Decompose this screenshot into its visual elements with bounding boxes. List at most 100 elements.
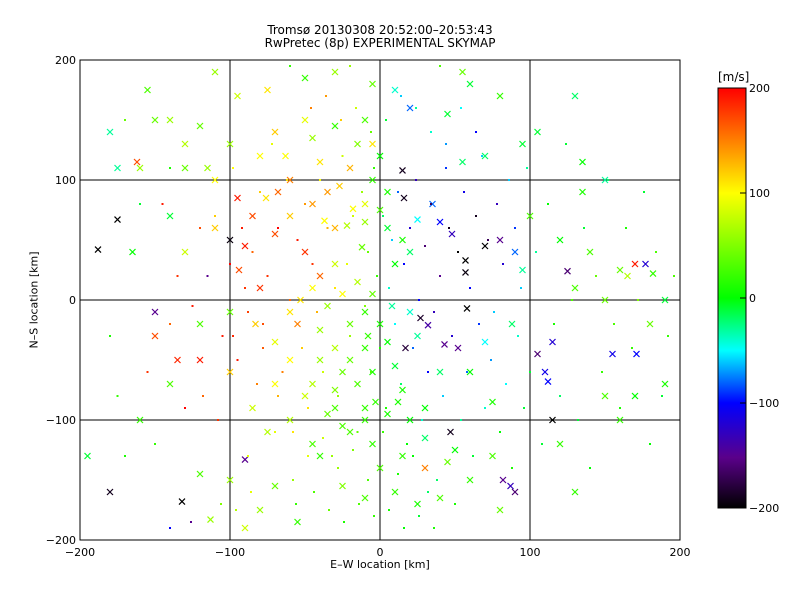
dot-marker bbox=[241, 227, 243, 229]
cross-marker-stroke bbox=[133, 158, 141, 166]
dot-marker bbox=[236, 359, 239, 361]
dot-marker bbox=[304, 203, 306, 205]
cross-marker-stroke bbox=[136, 164, 144, 172]
cross-marker bbox=[226, 476, 234, 484]
cross-marker-stroke bbox=[511, 248, 519, 256]
dot-marker bbox=[316, 311, 318, 313]
cross-marker-stroke bbox=[436, 218, 444, 226]
cross-marker-stroke bbox=[282, 152, 289, 160]
dot-marker bbox=[146, 371, 149, 373]
cross-marker bbox=[463, 304, 471, 312]
dot-marker bbox=[331, 455, 333, 457]
cross-marker-stroke bbox=[178, 498, 186, 506]
dot-marker bbox=[448, 227, 450, 229]
dot-marker bbox=[502, 263, 504, 265]
cross-marker bbox=[331, 386, 339, 394]
cross-marker bbox=[361, 116, 369, 124]
cross-marker bbox=[481, 152, 489, 160]
cross-marker-stroke bbox=[541, 368, 549, 376]
dot-marker bbox=[487, 239, 489, 241]
cross-marker bbox=[601, 392, 609, 400]
cross-marker-stroke bbox=[564, 267, 571, 275]
cross-marker-stroke bbox=[301, 248, 309, 256]
cross-marker-stroke bbox=[400, 194, 408, 202]
cross-marker-stroke bbox=[649, 270, 657, 278]
cross-marker-stroke bbox=[166, 212, 174, 220]
cross-marker bbox=[136, 416, 144, 424]
cross-marker bbox=[384, 410, 391, 418]
cross-marker-stroke bbox=[256, 506, 264, 514]
cross-marker bbox=[339, 368, 346, 376]
cross-marker bbox=[94, 246, 102, 254]
dot-marker bbox=[496, 203, 498, 205]
cross-marker bbox=[349, 205, 357, 213]
dot-marker bbox=[433, 311, 435, 313]
cross-marker bbox=[489, 398, 496, 406]
cross-marker bbox=[151, 116, 159, 124]
cross-marker bbox=[451, 446, 459, 454]
cross-marker bbox=[364, 332, 372, 340]
dot-marker bbox=[376, 275, 378, 277]
cross-marker bbox=[616, 266, 624, 274]
cross-marker bbox=[534, 350, 541, 358]
cross-marker-stroke bbox=[376, 464, 384, 472]
cross-marker-stroke bbox=[346, 164, 354, 172]
cross-marker-stroke bbox=[369, 290, 376, 298]
cross-marker bbox=[361, 308, 369, 316]
cross-marker bbox=[331, 68, 339, 76]
cross-marker bbox=[309, 134, 316, 142]
cross-marker-stroke bbox=[489, 452, 496, 460]
cross-marker-stroke bbox=[331, 386, 339, 394]
dot-marker bbox=[388, 287, 390, 289]
dot-marker bbox=[361, 191, 363, 193]
dot-marker bbox=[296, 239, 299, 241]
dot-marker bbox=[511, 467, 513, 469]
dot-marker bbox=[262, 323, 264, 325]
cross-marker-stroke bbox=[369, 80, 376, 88]
dot-marker bbox=[161, 203, 164, 205]
cross-marker-stroke bbox=[601, 296, 609, 304]
cross-marker-stroke bbox=[391, 362, 399, 370]
cross-marker bbox=[301, 116, 309, 124]
dot-marker bbox=[475, 215, 477, 217]
cross-marker bbox=[361, 494, 369, 502]
cross-marker-stroke bbox=[391, 86, 399, 94]
dot-marker bbox=[358, 503, 360, 505]
cross-marker-stroke bbox=[508, 320, 516, 328]
dot-marker bbox=[508, 179, 510, 181]
cross-marker-stroke bbox=[354, 140, 361, 148]
cross-marker bbox=[84, 452, 91, 460]
cross-marker bbox=[549, 416, 556, 424]
cross-marker-stroke bbox=[309, 440, 316, 448]
dot-marker bbox=[346, 263, 348, 265]
dot-marker bbox=[206, 275, 209, 277]
dot-marker bbox=[673, 275, 675, 277]
cross-marker-stroke bbox=[399, 236, 406, 244]
cross-marker bbox=[151, 332, 159, 340]
cross-marker-stroke bbox=[661, 296, 669, 304]
cross-marker-stroke bbox=[286, 416, 294, 424]
cross-marker-stroke bbox=[234, 92, 241, 100]
cross-marker bbox=[466, 368, 474, 376]
cross-marker bbox=[196, 122, 204, 130]
dot-marker bbox=[553, 323, 555, 325]
dot-marker bbox=[619, 407, 621, 409]
cross-marker bbox=[235, 266, 243, 274]
cross-marker bbox=[631, 260, 639, 268]
cross-marker-stroke bbox=[252, 320, 259, 328]
cross-marker bbox=[339, 482, 346, 490]
cross-marker-stroke bbox=[526, 212, 534, 220]
dot-marker bbox=[328, 509, 330, 511]
cross-marker-stroke bbox=[316, 326, 324, 334]
cross-marker-stroke bbox=[211, 68, 219, 76]
cross-marker-stroke bbox=[309, 200, 316, 208]
cross-marker-stroke bbox=[421, 434, 429, 442]
cross-marker-stroke bbox=[556, 440, 564, 448]
cross-marker-stroke bbox=[331, 224, 339, 232]
dot-marker bbox=[370, 371, 372, 373]
cross-marker-stroke bbox=[586, 248, 594, 256]
cross-marker-stroke bbox=[414, 216, 421, 224]
cross-marker-stroke bbox=[129, 248, 136, 256]
dot-marker bbox=[311, 263, 314, 265]
dot-marker bbox=[463, 191, 465, 193]
